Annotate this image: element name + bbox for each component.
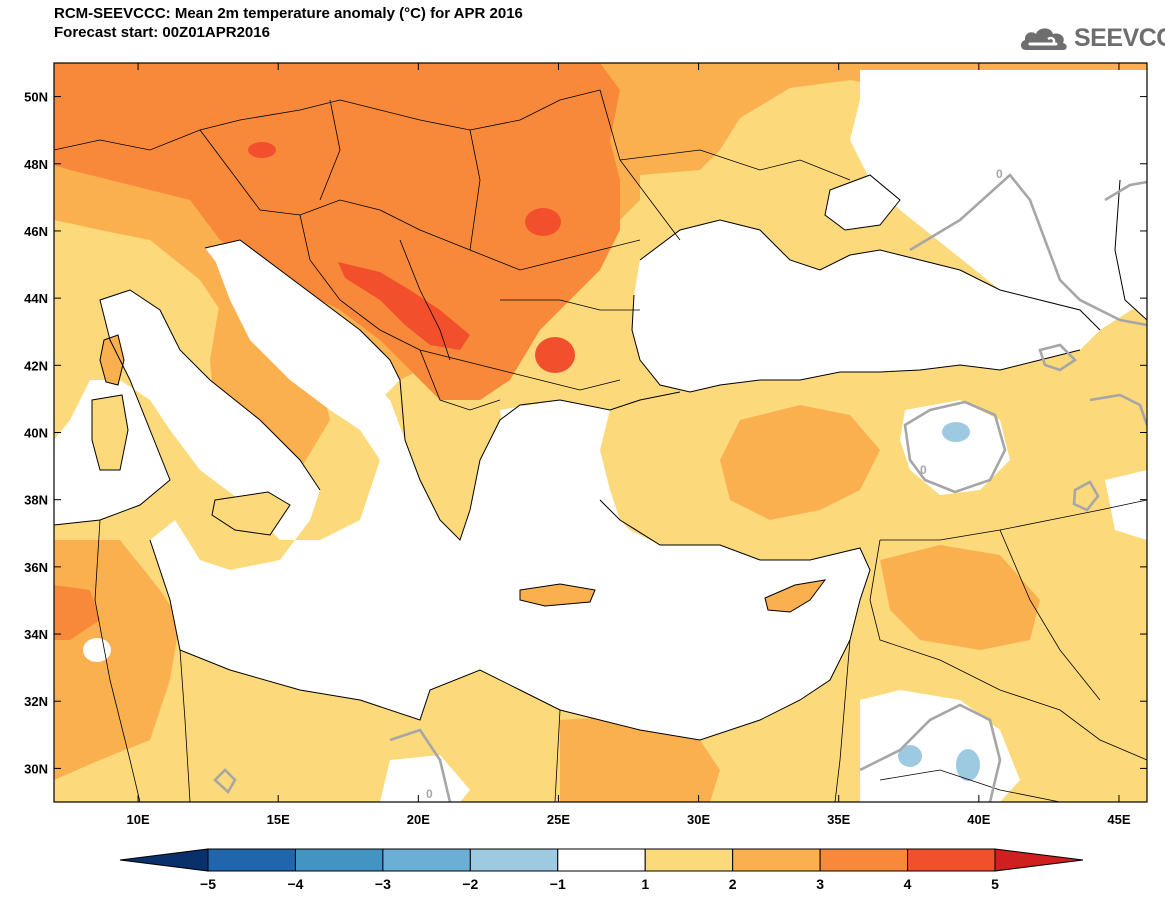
contour-label: 0 [996, 167, 1003, 181]
anomaly-4-5-fill [525, 208, 561, 236]
map-title: RCM-SEEVCCC: Mean 2m temperature anomaly… [54, 5, 523, 22]
anomaly-2-3-fill [720, 405, 880, 520]
lat-label: 34N [24, 627, 48, 642]
latitude-axis: 30N 32N 34N 36N 38N 40N 42N 44N 46N 48N 50N [24, 90, 1147, 776]
anomaly-2-3-fill [880, 545, 1040, 650]
contour-label: 0 [920, 463, 927, 477]
lat-label: 48N [24, 157, 48, 172]
lon-label: 15E [267, 812, 290, 827]
colorbar-segment [294, 848, 384, 872]
zero-contours [213, 173, 1147, 802]
colorbar-label: −4 [287, 876, 303, 892]
colorbar-label: 3 [816, 876, 824, 892]
lat-label: 30N [24, 761, 48, 776]
colorbar-segment [119, 848, 209, 872]
colorbar-label: −5 [200, 876, 216, 892]
lat-label: 40N [24, 426, 48, 441]
anomaly-neutral-fill [860, 690, 1020, 802]
lon-label: 35E [827, 812, 850, 827]
colorbar-segment [207, 848, 296, 872]
anomaly-4-5-fill [248, 142, 276, 158]
map-area: 0 0 0 [54, 63, 1147, 802]
lon-label: 10E [127, 812, 150, 827]
colorbar-label: 4 [904, 876, 912, 892]
seevccc-logo: SEEVCCC [1018, 22, 1165, 54]
anomaly-3-4-fill [54, 63, 620, 400]
contour-label: 0 [426, 787, 433, 801]
anomaly-4-5-fill [338, 262, 470, 350]
anomaly-neutral-fill [850, 70, 1147, 330]
island-sardinia [92, 395, 128, 470]
lat-label: 38N [24, 493, 48, 508]
anomaly-3-4-fill [54, 585, 100, 640]
anomaly-minus1-minus2-fill [898, 745, 922, 767]
anomaly-minus1-minus2-fill [956, 749, 980, 781]
lat-label: 50N [24, 90, 48, 105]
colorbar-segment [644, 848, 734, 872]
lat-label: 46N [24, 224, 48, 239]
black-sea [632, 220, 1100, 392]
colorbar-segment [557, 848, 646, 872]
anomaly-neutral-fill [1105, 470, 1147, 540]
logo-text: SEEVCCC [1074, 24, 1165, 52]
cloud-icon [1020, 28, 1067, 50]
colorbar-segment [382, 848, 471, 872]
lon-label: 20E [407, 812, 430, 827]
longitude-axis: 10E 15E 20E 25E 30E 35E 40E 45E [127, 63, 1131, 827]
island-sicily [212, 492, 290, 535]
colorbar-label: −1 [550, 876, 566, 892]
coastlines [54, 174, 1147, 741]
adriatic-sea [205, 240, 400, 400]
colorbar-segment [819, 848, 909, 872]
anomaly-neutral-fill [83, 638, 111, 662]
colorbar-label: 2 [729, 876, 737, 892]
lon-label: 40E [967, 812, 990, 827]
colorbar-label: 1 [641, 876, 649, 892]
island-corsica [100, 335, 124, 385]
lon-label: 25E [547, 812, 570, 827]
forecast-start: Forecast start: 00Z01APR2016 [54, 24, 270, 41]
country-borders [54, 89, 1147, 802]
lat-label: 36N [24, 560, 48, 575]
lat-label: 44N [24, 291, 48, 306]
lon-label: 30E [687, 812, 710, 827]
lon-label: 45E [1107, 812, 1130, 827]
aegean-sea [500, 400, 620, 545]
lat-label: 32N [24, 694, 48, 709]
lat-label: 42N [24, 358, 48, 373]
anomaly-minus1-minus2-fill [942, 422, 970, 442]
colorbar: −5 −4 −3 −2 −1 1 2 3 4 5 [119, 848, 1084, 892]
mediterranean-sea [54, 250, 870, 740]
colorbar-segment [469, 848, 559, 872]
island-crete [520, 584, 595, 606]
colorbar-segment [732, 848, 821, 872]
caspian-sea [1115, 175, 1147, 320]
colorbar-segment [907, 848, 996, 872]
anomaly-4-5-fill [535, 337, 575, 373]
colorbar-label: 5 [991, 876, 999, 892]
colorbar-segment [994, 848, 1084, 872]
anomaly-neutral-fill [900, 400, 1010, 495]
colorbar-label: −3 [375, 876, 391, 892]
colorbar-label: −2 [462, 876, 478, 892]
sea-of-azov [825, 175, 900, 230]
island-cyprus [765, 580, 825, 612]
